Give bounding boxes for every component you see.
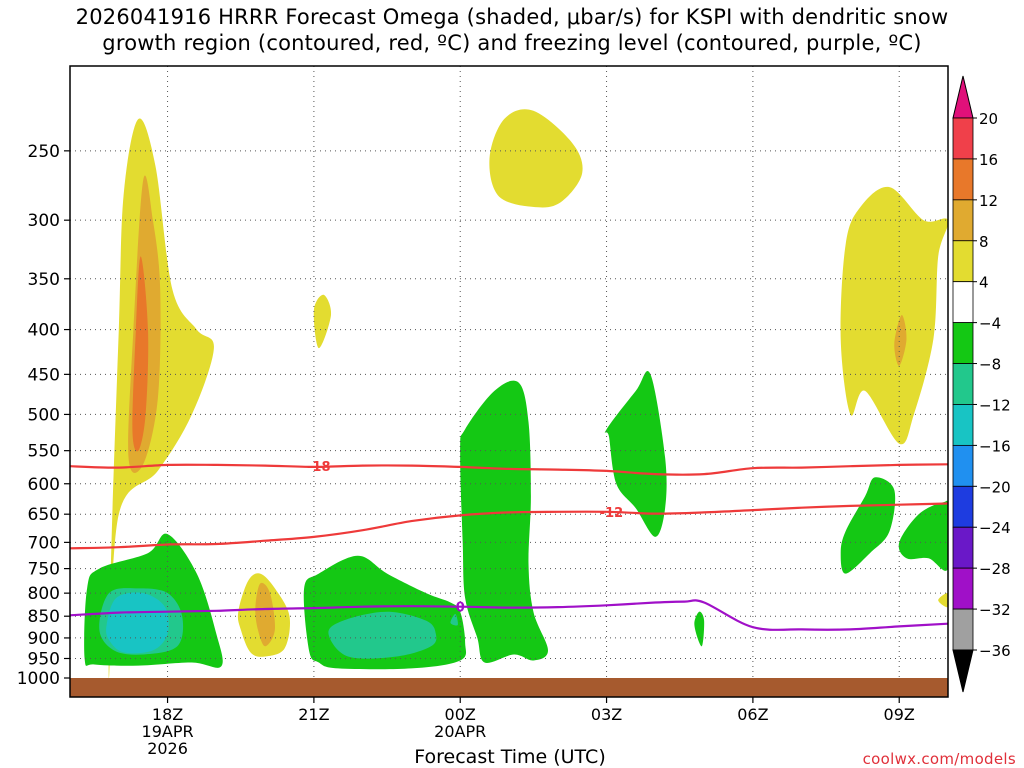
title-line-1: 2026041916 HRRR Forecast Omega (shaded, … <box>75 5 949 29</box>
y-tick-label-500: 500 <box>28 405 60 425</box>
omega-region--8_to_-4-3 <box>460 380 548 663</box>
omega-region--8_to_-4-7 <box>898 500 948 571</box>
omega-region--8_to_-4-6 <box>840 477 896 574</box>
contour-line-1 <box>69 463 949 476</box>
omega-region-4_to_8-5 <box>938 592 948 608</box>
y-tick-label-350: 350 <box>28 270 60 290</box>
omega-region--12_to_-8-2 <box>328 611 437 659</box>
omega-region-4_to_8-4 <box>840 186 948 445</box>
colorbar-top-arrow <box>952 75 974 119</box>
x-tick-date-18Z: 19APR <box>142 722 194 741</box>
colorbar-box-10 <box>952 485 974 528</box>
omega-region-8_to_12-2 <box>255 582 276 647</box>
y-tick-label-800: 800 <box>28 584 60 604</box>
colorbar-box-7 <box>952 363 974 405</box>
colorbar-box-8 <box>952 404 974 446</box>
colorbar-label-4: 8 <box>979 233 989 251</box>
omega-region--16_to_-12-1 <box>106 592 169 654</box>
omega-region-4_to_8-1 <box>108 118 214 679</box>
contour-line-2 <box>69 502 949 550</box>
colorbar-box-12 <box>952 567 974 610</box>
contour-line-3 <box>69 599 949 631</box>
omega-region-4_to_8-3 <box>489 109 583 208</box>
x-tick-label-06Z: 06Z <box>737 705 768 724</box>
contour-label-2: -12 <box>600 506 624 521</box>
y-tick-label-700: 700 <box>28 533 60 553</box>
y-tick-label-900: 900 <box>28 629 60 649</box>
colorbar-label-7: −8 <box>979 356 1001 374</box>
y-tick-label-950: 950 <box>28 649 60 669</box>
colorbar-label-5: 4 <box>979 274 989 292</box>
y-tick-label-550: 550 <box>28 442 60 462</box>
colorbar-box-9 <box>952 444 974 487</box>
colorbar-label-14: −36 <box>979 642 1011 660</box>
colorbar-label-3: 12 <box>979 192 998 210</box>
colorbar-label-1: 20 <box>979 110 998 128</box>
y-tick-label-850: 850 <box>28 607 60 627</box>
ground-surface <box>70 678 948 697</box>
omega-region-12_to_16-1 <box>132 256 149 452</box>
x-tick-label-03Z: 03Z <box>591 705 622 724</box>
ground-strip <box>70 678 948 697</box>
colorbar-label-10: −20 <box>979 478 1011 496</box>
x-tick-label-00Z: 00Z <box>445 705 476 724</box>
colorbar-label-2: 16 <box>979 151 998 169</box>
x-tick-label-21Z: 21Z <box>298 705 329 724</box>
colorbar-box-1 <box>952 117 974 160</box>
plot-frame <box>69 65 949 698</box>
omega-region-4_to_8-2 <box>313 294 332 349</box>
colorbar-label-12: −28 <box>979 560 1011 578</box>
colorbar-label-6: −4 <box>979 315 1001 333</box>
gridlines <box>70 66 948 678</box>
y-tick-label-250: 250 <box>28 142 60 162</box>
colorbar-box-11 <box>952 526 974 569</box>
y-tick-label-300: 300 <box>28 211 60 231</box>
x-axis-label: Forecast Time (UTC) <box>414 746 606 768</box>
colorbar-box-13 <box>952 608 974 651</box>
omega-shading <box>84 109 948 679</box>
colorbar-bottom-arrow <box>952 649 974 693</box>
colorbar-box-2 <box>952 158 974 201</box>
y-tick-label-600: 600 <box>28 475 60 495</box>
contour-label-1: -18 <box>307 460 331 475</box>
omega-region--8_to_-4-4 <box>604 370 667 537</box>
y-tick-label-450: 450 <box>28 365 60 385</box>
title-line-2: growth region (contoured, red, ºC) and f… <box>102 31 922 55</box>
x-tick-date-00Z: 20APR <box>434 722 486 741</box>
temperature-contours: -18 -12 0 <box>69 460 949 631</box>
colorbar: 20 16 12 8 4 −4 −8 −12 −16 −20 −24 −28 −32 −36 <box>952 75 1011 693</box>
y-tick-label-750: 750 <box>28 560 60 580</box>
colorbar-box-6 <box>952 322 974 364</box>
y-tick-label-1000: 1000 <box>17 669 60 689</box>
x-tick-label-09Z: 09Z <box>884 705 915 724</box>
colorbar-box-5 <box>952 281 974 324</box>
colorbar-label-13: −32 <box>979 601 1011 619</box>
source-credit: coolwx.com/models <box>862 750 1016 768</box>
x-tick-label-18Z: 18Z <box>152 705 183 724</box>
contour-label-3: 0 <box>456 601 465 616</box>
x-tick-year-18Z: 2026 <box>147 739 188 758</box>
colorbar-box-3 <box>952 199 974 242</box>
y-axis: 2503003504004505005506006507007508008509… <box>17 142 70 689</box>
colorbar-label-11: −24 <box>979 519 1011 537</box>
y-tick-label-650: 650 <box>28 505 60 525</box>
omega-region--8_to_-4-5 <box>694 611 705 647</box>
colorbar-label-8: −12 <box>979 396 1011 414</box>
colorbar-label-9: −16 <box>979 437 1011 455</box>
y-tick-label-400: 400 <box>28 321 60 341</box>
omega-region-8_to_12-3 <box>894 314 907 366</box>
chart-title: 2026041916 HRRR Forecast Omega (shaded, … <box>0 4 1024 56</box>
colorbar-box-4 <box>952 240 974 283</box>
omega-region--12_to_-8-3 <box>450 613 458 626</box>
